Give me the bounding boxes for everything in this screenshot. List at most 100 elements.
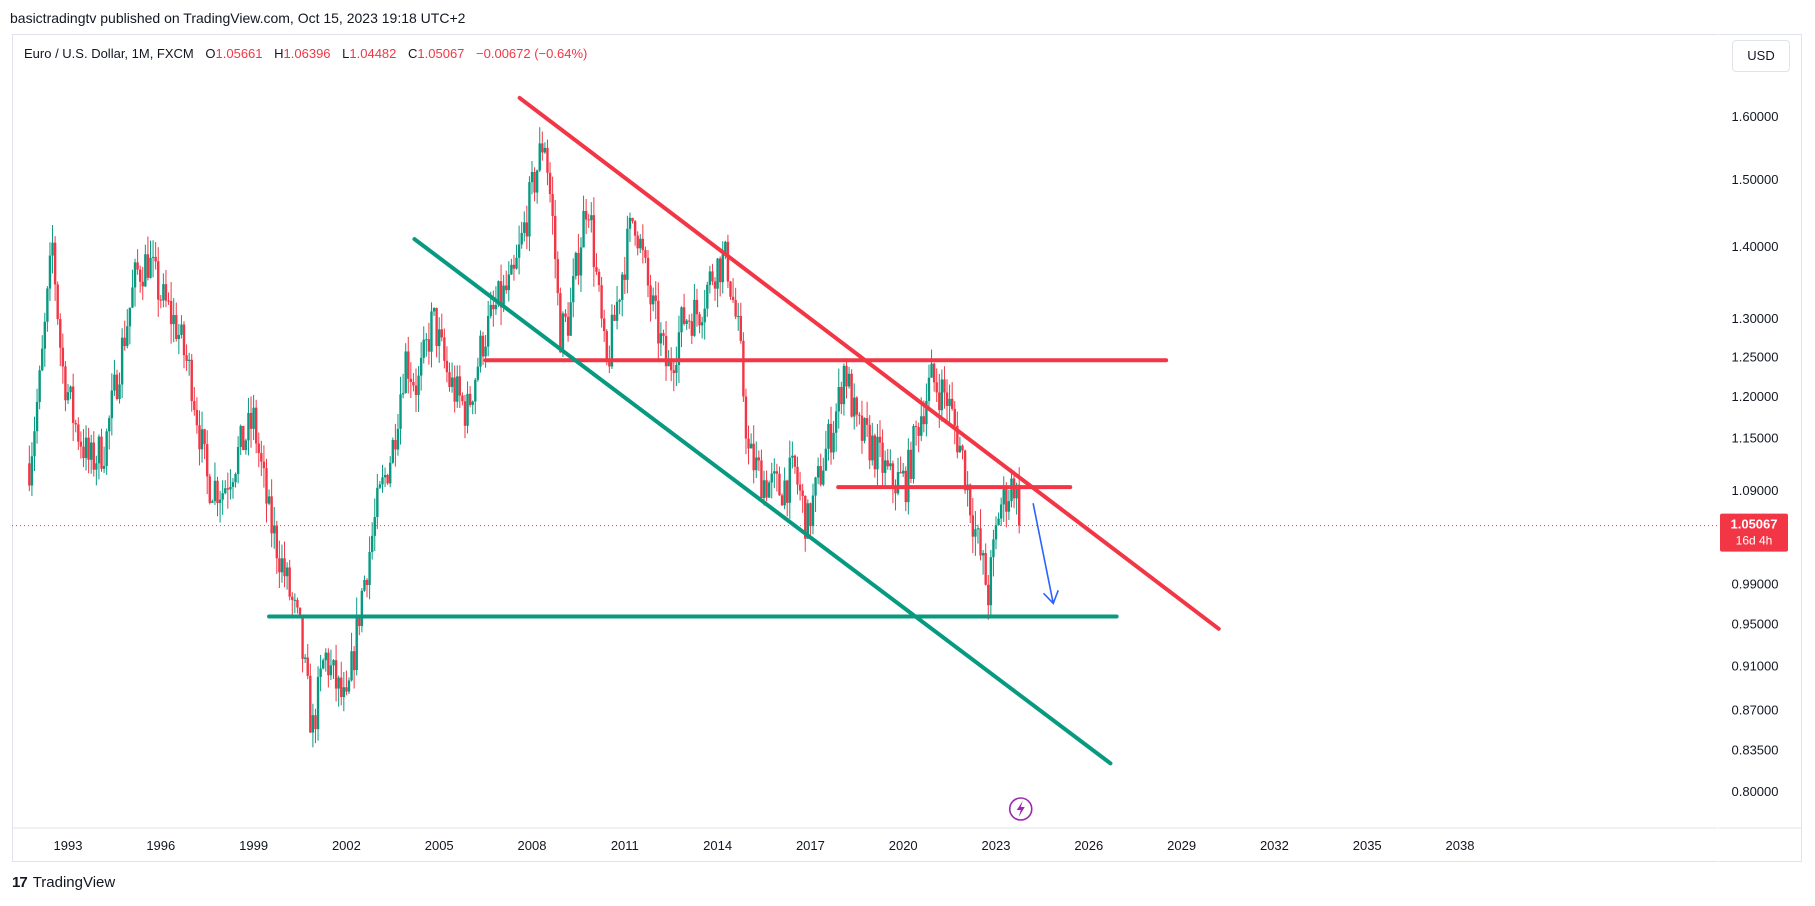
candle-body (224, 488, 227, 494)
candle-body (118, 384, 121, 400)
candle-body (489, 304, 492, 317)
candle-body (74, 422, 77, 425)
candle-body (61, 347, 65, 367)
candle-body (87, 437, 90, 460)
candle-body (355, 615, 358, 671)
candle-body (350, 651, 353, 681)
candle-body (185, 355, 188, 361)
y-tick-label: 1.09000 (1732, 483, 1779, 498)
candle-body (752, 443, 755, 471)
candle-body (708, 271, 712, 285)
candle-body (182, 324, 186, 356)
candle-body (579, 247, 583, 276)
candle-body (670, 361, 673, 371)
candle-body (811, 495, 815, 527)
candle-body (958, 445, 962, 453)
candle-body (528, 182, 531, 237)
candle-body (46, 288, 49, 322)
candle-body (639, 238, 642, 249)
candle-body (971, 515, 974, 537)
candle-body (479, 335, 482, 367)
candle-body (167, 300, 170, 302)
x-tick-label: 1993 (54, 838, 83, 853)
candle-body (626, 228, 629, 280)
candle-body (822, 470, 825, 485)
candle-body (59, 319, 62, 348)
candle-body (713, 281, 717, 289)
candle-body (878, 436, 882, 443)
candle-body (1002, 486, 1005, 505)
candle-body (291, 596, 294, 600)
candle-body (834, 411, 838, 433)
candle-body (414, 385, 418, 395)
footer-brand[interactable]: 17 TradingView (12, 874, 115, 891)
candle-body (260, 453, 263, 462)
candle-body (128, 307, 132, 327)
candle-body (301, 615, 304, 659)
candle-body (762, 480, 766, 499)
candle-body (953, 408, 956, 426)
candle-body (961, 445, 964, 451)
candle-body (352, 651, 356, 671)
candle-body (930, 363, 933, 378)
candle-body (775, 471, 779, 474)
candle-body (332, 660, 335, 666)
candle-body (381, 477, 384, 485)
candle-body (883, 460, 887, 473)
candle-body (530, 172, 534, 183)
candle-body (229, 486, 232, 490)
candle-body (193, 401, 196, 410)
candle-body (293, 599, 297, 601)
candle-body (144, 254, 147, 287)
candle-body (512, 264, 516, 269)
candle-body (664, 335, 668, 367)
candle-body (561, 313, 565, 353)
candle-body (102, 465, 106, 469)
candle-body (288, 567, 291, 597)
x-tick-label: 2035 (1353, 838, 1382, 853)
last-price-countdown: 16d 4h (1736, 534, 1773, 548)
candle-body (401, 392, 405, 395)
candle-body (252, 407, 255, 429)
candle-body (731, 296, 735, 301)
candle-body (938, 392, 941, 411)
candle-body (631, 217, 634, 222)
candle-body (896, 472, 900, 494)
lightning-icon[interactable] (1008, 797, 1033, 821)
candle-body (651, 295, 655, 305)
candle-body (151, 256, 155, 258)
candle-body (95, 463, 98, 470)
candle-body (474, 379, 477, 402)
x-tick-label: 2032 (1260, 838, 1289, 853)
candle-body (347, 680, 351, 692)
candle-body (700, 322, 704, 326)
candle-body (855, 397, 858, 415)
candle-body (517, 244, 521, 258)
candle-body (587, 219, 590, 221)
candle-body (427, 339, 431, 352)
candle-body (829, 423, 833, 453)
candle-body (690, 321, 694, 336)
candle-body (809, 503, 812, 527)
symbol-label[interactable]: Euro / U.S. Dollar, 1M, FXCM (24, 46, 194, 61)
currency-button[interactable]: USD (1732, 40, 1790, 72)
candle-body (476, 366, 480, 380)
candle-body (314, 715, 317, 730)
last-price-value: 1.05067 (1731, 517, 1778, 532)
candle-body (440, 329, 443, 338)
x-tick-label: 2017 (796, 838, 825, 853)
candle-body (92, 442, 95, 470)
candle-body (994, 525, 998, 540)
candle-body (925, 400, 928, 425)
candle-body (340, 677, 343, 697)
candle-body (149, 257, 152, 278)
candle-body (721, 254, 724, 283)
candle-body (43, 321, 46, 349)
candle-body (309, 675, 312, 733)
candle-body (657, 300, 660, 344)
x-tick-label: 2008 (518, 838, 547, 853)
y-tick-label: 0.83500 (1732, 742, 1779, 757)
x-tick-label: 2002 (332, 838, 361, 853)
candle-body (850, 373, 853, 417)
